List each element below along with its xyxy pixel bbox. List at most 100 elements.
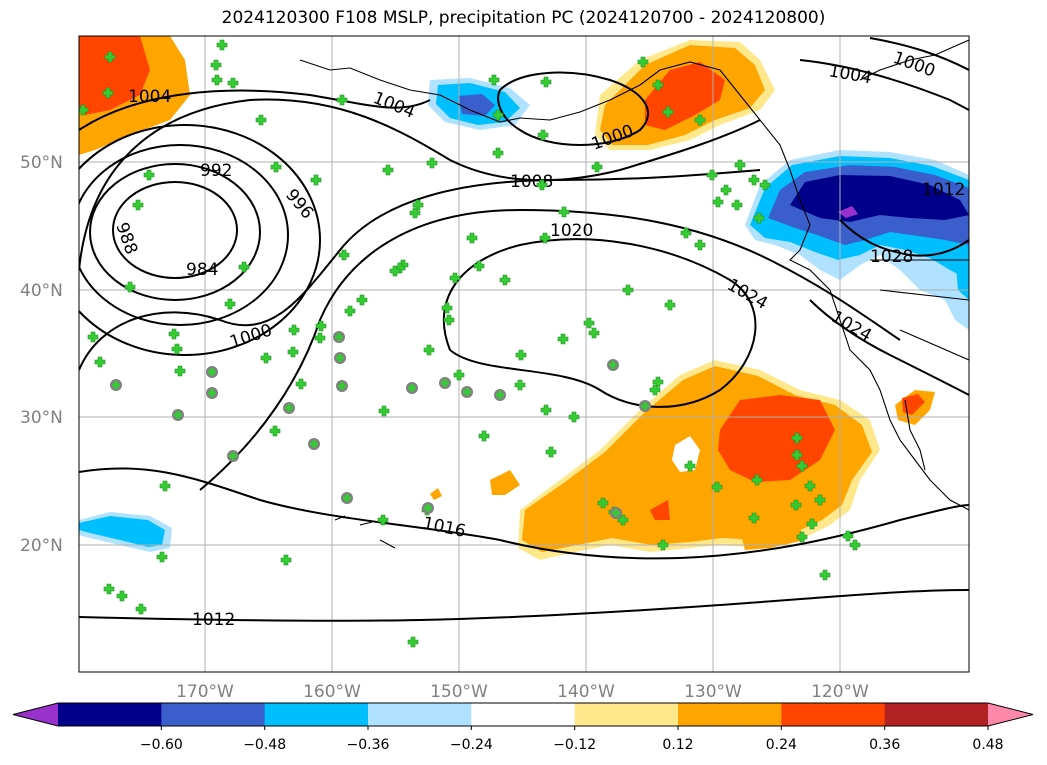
station-plus-marker [210,59,222,71]
colorbar: −0.60 −0.48 −0.36 −0.24 −0.12 0.12 0.24 0.36 0.4… [12,702,1034,753]
station-plus-marker [409,207,421,219]
isobar-label: 984 [186,260,218,280]
station-plus-marker [102,87,114,99]
coastlines [299,39,969,549]
station-plus-marker [796,531,808,543]
station-plus-marker [335,333,343,341]
station-plus-marker [285,404,293,412]
station-plus-marker [441,302,453,314]
station-plus-marker [720,184,732,196]
colorbar-outline [12,702,1034,727]
station-plus-marker [238,261,250,273]
station-plus-marker [711,481,723,493]
station-plus-marker [159,480,171,492]
station-plus-marker [441,379,449,387]
station-plus-marker [216,39,228,51]
station-plus-marker [229,452,237,460]
station-plus-marker [426,157,438,169]
station-plus-marker [819,569,831,581]
station-plus-marker [515,349,527,361]
station-plus-marker [637,56,649,68]
station-plus-marker [842,530,854,542]
station-plus-marker [449,272,461,284]
colorbar-segment [471,703,576,726]
station-markers [79,39,861,648]
station-plus-marker [492,109,504,121]
colorbar-segment [884,703,989,726]
colorbar-tick-label: −0.48 [243,737,286,753]
station-plus-marker [706,169,718,181]
station-plus-marker [649,384,661,396]
station-plus-marker [694,239,706,251]
station-plus-marker [336,94,348,106]
colorbar-tick-label: 0.36 [869,737,900,753]
lon-label: 140°W [557,682,615,702]
colorbar-segment [678,703,782,726]
station-plus-marker [344,305,356,317]
station-plus-marker [408,384,416,392]
isobar-label: 1004 [128,87,171,107]
station-plus-marker [171,343,183,355]
station-plus-marker [791,449,803,461]
station-plus-marker [849,539,861,551]
station-plus-marker [378,405,390,417]
station-plus-marker [314,332,326,344]
lon-label: 120°W [811,682,869,702]
station-plus-marker [156,551,168,563]
precip-negative-pacific-nw [745,150,969,330]
station-plus-marker [751,474,763,486]
station-plus-marker [588,327,600,339]
station-plus-marker [208,368,216,376]
lat-label: 20°N [20,536,63,556]
colorbar-tick-label: −0.24 [450,737,493,753]
station-plus-marker [280,554,292,566]
station-plus-marker [174,411,182,419]
colorbar-segment [58,703,162,726]
colorbar-segment [574,703,679,726]
station-plus-marker [356,294,368,306]
colorbar-tick-label: 0.48 [972,737,1003,753]
map-frame [78,35,970,673]
station-plus-marker [208,389,216,397]
station-plus-marker [269,425,281,437]
station-plus-marker [557,333,569,345]
station-plus-marker [338,249,350,261]
station-plus-marker [310,440,318,448]
station-plus-marker [407,636,419,648]
station-plus-marker [174,365,186,377]
lon-label: 170°W [176,682,234,702]
station-plus-marker [492,147,504,159]
station-plus-marker [806,518,818,530]
station-plus-marker [657,539,669,551]
station-plus-marker [558,206,570,218]
precip-negative-subtropics [79,245,969,552]
isobar-label: 1008 [510,172,553,192]
station-plus-marker [104,51,116,63]
station-plus-marker [260,352,272,364]
colorbar-tick-label: 0.12 [662,737,693,753]
station-plus-marker [443,314,455,326]
station-plus-marker [343,494,351,502]
station-plus-marker [310,174,322,186]
station-plus-marker [336,354,344,362]
station-plus-marker [748,174,760,186]
station-plus-marker [536,179,548,191]
precip-positive-subtropics [430,360,935,560]
station-plus-marker [790,499,802,511]
station-plus-marker [463,388,471,396]
station-plus-marker [680,227,692,239]
isobar-label: 1012 [922,180,965,200]
precip-positive-gulf-alaska [595,40,775,150]
station-plus-marker [211,74,223,86]
station-plus-marker [288,324,300,336]
station-plus-marker [694,114,706,126]
station-plus-marker [539,232,551,244]
station-plus-marker [124,281,136,293]
isobar-label: 992 [200,161,232,181]
colorbar-extend-max [988,703,1033,726]
station-plus-marker [135,603,147,615]
station-plus-marker [583,317,595,329]
station-plus-marker [540,76,552,88]
longitude-labels: 170°W 160°W 150°W 140°W 130°W 120°W [176,682,869,702]
station-plus-marker [652,79,664,91]
